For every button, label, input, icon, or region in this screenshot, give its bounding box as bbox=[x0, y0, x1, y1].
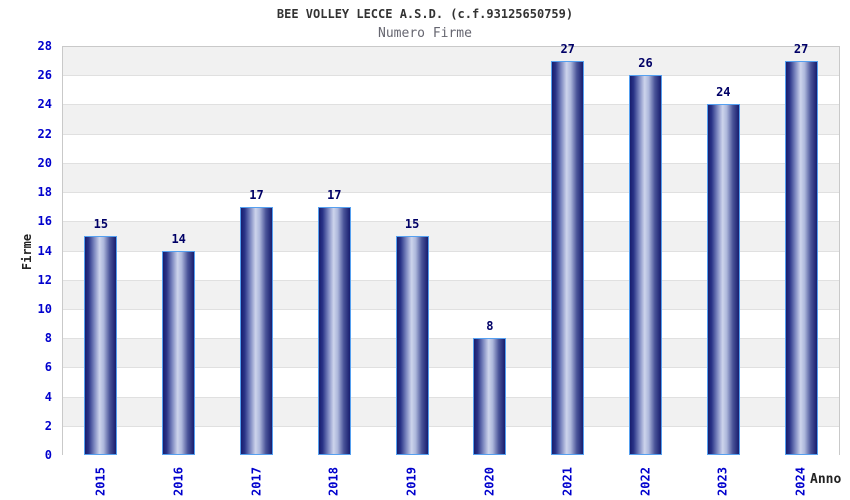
y-tick-label: 6 bbox=[44, 360, 52, 375]
gridline bbox=[63, 279, 839, 281]
gridline bbox=[63, 250, 839, 252]
plot-band bbox=[63, 76, 839, 106]
y-tick-label: 22 bbox=[37, 126, 52, 141]
y-tick-label: 18 bbox=[37, 185, 52, 200]
x-tick-label: 2016 bbox=[171, 467, 186, 496]
x-tick-label: 2021 bbox=[560, 467, 575, 496]
x-tick-label: 2020 bbox=[482, 467, 497, 496]
y-tick-label: 10 bbox=[37, 301, 52, 316]
y-tick-label: 24 bbox=[37, 97, 52, 112]
gridline bbox=[63, 162, 839, 164]
plot-band bbox=[63, 134, 839, 164]
gridline bbox=[63, 192, 839, 194]
plot-band bbox=[63, 368, 839, 398]
x-axis-title: Anno bbox=[810, 472, 842, 487]
y-tick-label: 0 bbox=[44, 448, 52, 462]
plot-area bbox=[62, 46, 840, 456]
x-tick-label: 2024 bbox=[793, 467, 808, 496]
y-tick-label: 2 bbox=[44, 418, 52, 433]
x-tick-label: 2015 bbox=[93, 467, 108, 496]
gridline bbox=[63, 425, 839, 427]
x-tick-label: 2018 bbox=[326, 467, 341, 496]
plot-band bbox=[63, 222, 839, 252]
x-tick-label: 2022 bbox=[638, 467, 652, 496]
y-tick-label: 20 bbox=[37, 155, 52, 170]
plot-band bbox=[63, 193, 839, 223]
gridline bbox=[63, 104, 839, 106]
y-axis-title: Firme bbox=[20, 233, 34, 271]
x-tick-label: 2023 bbox=[715, 467, 730, 496]
plot-band bbox=[63, 397, 839, 427]
plot-band bbox=[63, 105, 839, 135]
gridline bbox=[63, 133, 839, 135]
plot-band bbox=[63, 47, 839, 77]
y-tick-label: 26 bbox=[37, 68, 52, 83]
y-tick-label: 4 bbox=[44, 389, 52, 404]
chart-title: BEE VOLLEY LECCE A.S.D. (c.f.93125650759… bbox=[276, 7, 574, 21]
gridline bbox=[63, 221, 839, 223]
gridline bbox=[63, 367, 839, 369]
x-tick-label: 2019 bbox=[404, 467, 419, 496]
gridline bbox=[63, 308, 839, 310]
gridline bbox=[63, 75, 839, 77]
x-tick-label: 2017 bbox=[249, 467, 263, 496]
plot-band bbox=[63, 426, 839, 456]
gridline bbox=[63, 338, 839, 340]
gridline bbox=[63, 396, 839, 398]
plot-band bbox=[63, 280, 839, 310]
y-tick-label: 8 bbox=[44, 331, 52, 346]
plot-band bbox=[63, 163, 839, 194]
chart-subtitle: Numero Firme bbox=[378, 26, 472, 41]
plot-band bbox=[63, 339, 839, 369]
plot-band bbox=[63, 251, 839, 281]
plot-band bbox=[63, 309, 839, 340]
y-tick-label: 28 bbox=[37, 39, 52, 53]
